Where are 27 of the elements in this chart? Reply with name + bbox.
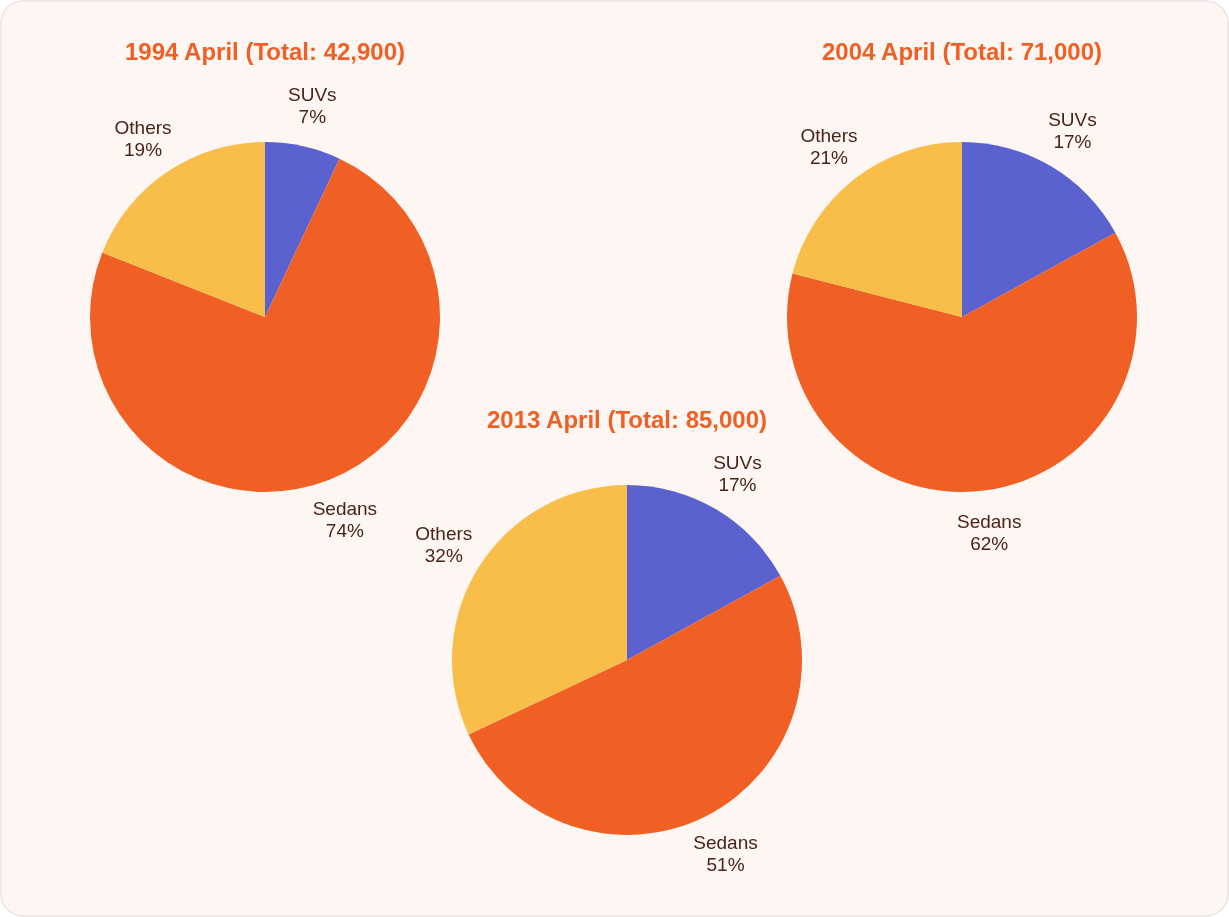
data-label: 74% — [325, 519, 364, 541]
data-label: 17% — [718, 474, 757, 496]
pie-slice — [787, 232, 1137, 492]
pie-slice — [792, 142, 962, 317]
slice-label: Others — [114, 116, 172, 138]
pie-slice — [265, 142, 340, 317]
data-label: 21% — [809, 146, 849, 168]
data-label: 51% — [706, 854, 745, 876]
pie-slice — [102, 142, 265, 317]
pie-slice — [468, 575, 802, 835]
data-label: 62% — [970, 533, 1009, 555]
data-label: 7% — [298, 106, 327, 128]
data-label: 17% — [1053, 131, 1092, 153]
chart-title: 2004 April (Total: 71,000) — [821, 38, 1103, 65]
pie-slice — [90, 158, 440, 492]
slice-label: Sedans — [693, 832, 758, 854]
slice-label: Others — [415, 522, 473, 544]
slice-label: SUVs — [288, 84, 337, 106]
data-label: 32% — [424, 544, 463, 566]
slice-label: Others — [800, 124, 858, 146]
chart-title: 1994 April (Total: 42,900) — [124, 38, 406, 65]
chart-title: 2013 April (Total: 85,000) — [486, 406, 768, 433]
slice-label: Sedans — [956, 511, 1022, 533]
data-label: 19% — [124, 138, 163, 160]
slice-label: SUVs — [713, 452, 762, 474]
slice-label: SUVs — [1048, 109, 1097, 131]
slice-label: Sedans — [312, 497, 378, 519]
